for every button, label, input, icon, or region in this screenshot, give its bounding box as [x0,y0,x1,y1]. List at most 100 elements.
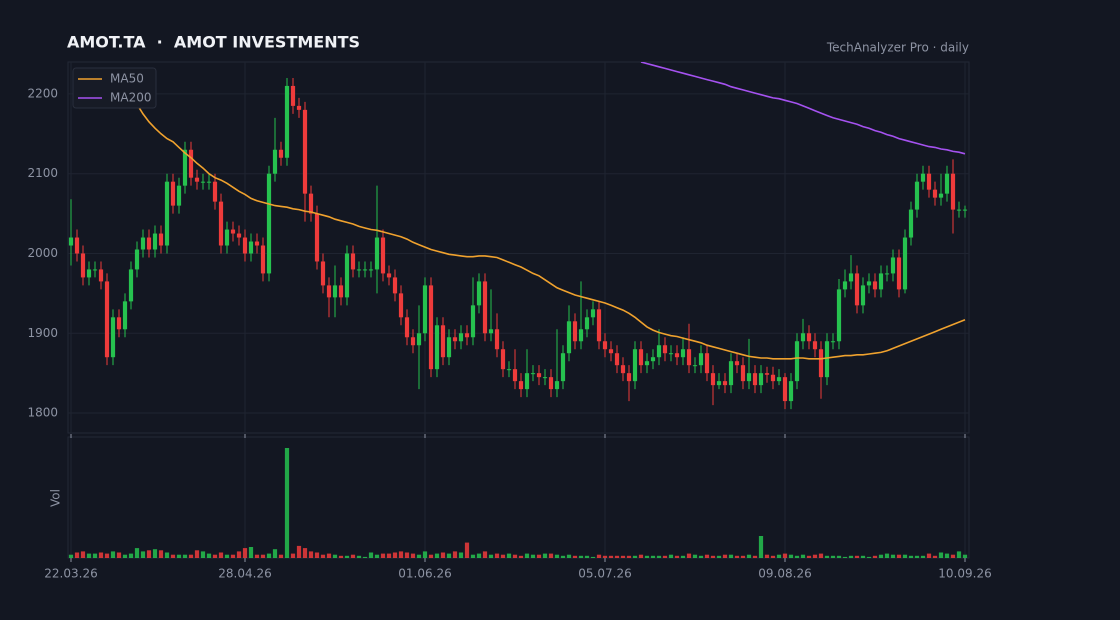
volume-bar [446,553,452,558]
candle-body [452,337,458,342]
candles [68,77,968,410]
volume-bar [782,553,788,558]
volume-bar [440,552,446,558]
candle-body [710,373,716,386]
candle-body [722,381,728,386]
volume-bar [716,555,722,558]
candle-body [374,237,380,270]
volume-bar [482,551,488,558]
candle-body [866,281,872,286]
volume-bar [806,555,812,558]
volume-bar [890,554,896,558]
candle-body [182,149,188,186]
candle-body [584,317,590,330]
volume-bar [266,553,272,558]
volume-bar [788,554,794,558]
candle-body [368,269,374,271]
candle-body [788,381,794,402]
candle-body [464,333,470,338]
candle-body [134,249,140,270]
volume-bar [644,555,650,558]
volume-bar [326,553,332,558]
candle-body [422,285,428,334]
candle-body [812,341,818,350]
candle-body [320,261,326,286]
price-frame [67,61,970,434]
candle-body [206,181,212,183]
candle-body [644,361,650,366]
volume-bar [656,555,662,558]
candle-body [98,269,104,282]
candle-body [860,285,866,306]
volume-bar [152,549,158,558]
volume-bar [812,554,818,558]
candle-body [530,373,536,375]
candle-body [314,213,320,262]
volume-bar [272,549,278,558]
volume-bar [380,553,386,558]
volume-bar [866,556,872,558]
candle-body [506,369,512,371]
candle-body [842,281,848,290]
candle-body [302,109,308,194]
volume-bar [170,554,176,558]
candle-body [440,325,446,358]
volume-bar [776,554,782,558]
candle-body [146,237,152,250]
candle-body [350,253,356,270]
volume-bar [638,554,644,558]
volume-bar [290,553,296,558]
candle-body [824,341,830,378]
x-tick-label: 05.07.26 [578,567,631,581]
volume-bar [416,554,422,558]
candle-body [500,349,506,370]
volume-bar [146,550,152,558]
candle-body [656,345,662,358]
volume-bar [116,552,122,558]
volume-bar [914,555,920,558]
volume-bars [68,448,968,558]
candle-body [242,237,248,254]
volume-bar [722,554,728,558]
volume-bar [260,554,266,558]
volume-bar [308,551,314,558]
volume-bar [710,555,716,558]
volume-bar [674,555,680,558]
volume-bar [236,551,242,558]
volume-bar [164,552,170,558]
volume-bar [434,553,440,558]
candle-body [830,341,836,343]
volume-bar [896,554,902,558]
candle-body [248,241,254,254]
volume-bar [278,554,284,558]
candle-body [746,373,752,382]
volume-bar [908,555,914,558]
volume-bar [662,555,668,558]
volume-bar [68,554,74,558]
candle-body [272,149,278,174]
volume-bar [92,553,98,558]
candle-body [716,381,722,386]
volume-bar [374,554,380,558]
volume-bar [296,545,302,558]
volume-bar [842,556,848,558]
volume-bar [740,555,746,558]
candle-body [380,237,386,274]
volume-bar [80,551,86,558]
volume-bar [770,555,776,558]
candle-body [614,353,620,366]
volume-bar [938,552,944,558]
candle-body [410,337,416,346]
candle-body [488,329,494,334]
candle-body [890,257,896,274]
volume-bar [140,551,146,558]
volume-bar [872,555,878,558]
candle-body [188,149,194,178]
candle-body [740,365,746,382]
volume-bar [932,555,938,558]
candle-body [944,173,950,194]
volume-bar [206,553,212,558]
candle-body [392,277,398,294]
volume-bar [398,551,404,558]
